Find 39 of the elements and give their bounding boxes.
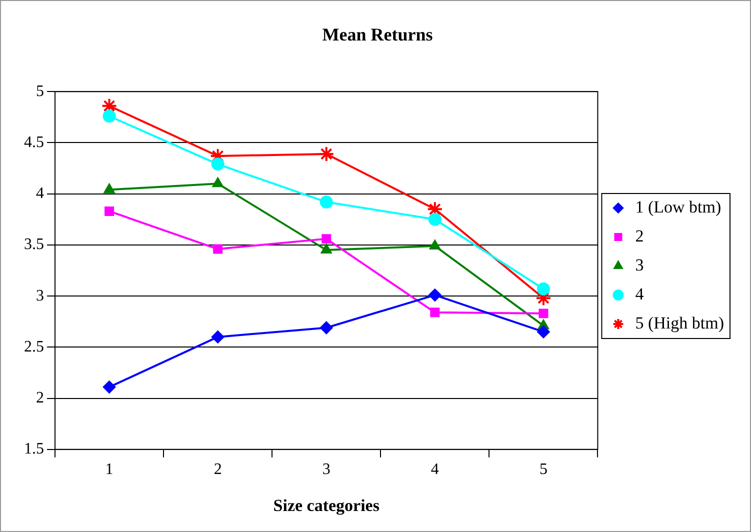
legend-label: 1 (Low btm) — [635, 197, 722, 216]
y-tick-label: 1.5 — [24, 440, 44, 458]
y-tick-label: 3 — [36, 287, 44, 304]
x-tick-label: 2 — [214, 461, 222, 478]
point — [104, 183, 115, 194]
point — [322, 234, 332, 244]
point — [536, 325, 550, 338]
point — [212, 177, 224, 188]
x-axis-title: Size categories — [273, 496, 380, 516]
x-tick-label: 4 — [430, 461, 439, 478]
point — [428, 212, 442, 226]
point — [213, 244, 223, 254]
point — [538, 308, 548, 318]
legend-label: 4 — [635, 284, 644, 304]
legend-label: 2 — [635, 226, 644, 246]
y-tick-label: 4.5 — [24, 134, 44, 151]
point — [104, 206, 114, 216]
legend-label: 5 (High btm) — [635, 313, 724, 332]
legend-label: 3 — [635, 255, 644, 274]
y-tick-label: 2.5 — [24, 338, 44, 356]
y-tick-label: 3.5 — [24, 236, 44, 254]
x-tick-label: 1 — [105, 461, 114, 478]
point — [211, 330, 224, 344]
point — [102, 380, 116, 394]
point — [211, 158, 224, 171]
point — [102, 110, 116, 123]
y-tick-label: 5 — [36, 82, 44, 100]
x-tick-label: 5 — [539, 461, 548, 478]
point — [536, 282, 550, 296]
point — [320, 244, 332, 254]
point — [320, 321, 333, 334]
y-tick-label: 4 — [36, 185, 44, 202]
point — [318, 146, 334, 162]
point — [320, 196, 333, 209]
x-tick-label: 3 — [322, 461, 330, 478]
point — [430, 308, 440, 318]
chart-title: Mean Returns — [322, 24, 433, 44]
y-tick-label: 2 — [36, 389, 44, 406]
point — [428, 288, 442, 302]
